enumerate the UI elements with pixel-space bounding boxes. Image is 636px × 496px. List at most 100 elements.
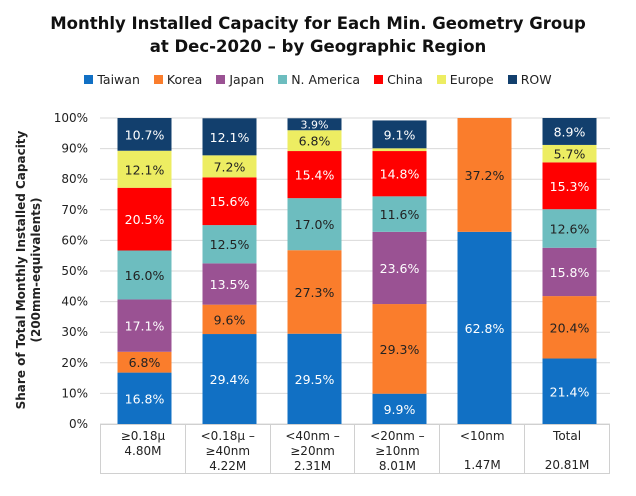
bar-segment-china — [372, 151, 427, 197]
category-label-line: Total — [553, 429, 582, 443]
bar-segment-row — [202, 118, 257, 156]
chart-title-line-2: at Dec-2020 – by Geographic Region — [149, 37, 487, 56]
category-label-line — [440, 444, 524, 458]
data-label: 29.5% — [295, 372, 335, 387]
data-label: 16.8% — [125, 391, 165, 406]
data-label: 37.2% — [465, 168, 505, 183]
chart-title-line-1: Monthly Installed Capacity for Each Min.… — [50, 14, 586, 33]
legend-swatch — [507, 75, 517, 84]
bar-segment-korea — [372, 304, 427, 394]
data-label: 6.8% — [299, 134, 331, 149]
legend-label: ROW — [520, 72, 552, 87]
category-label-line: <0.18μ – — [200, 429, 255, 443]
category-cell: <20nm – ≥10nm 8.01M — [355, 425, 441, 473]
legend-label: Japan — [229, 72, 265, 87]
legend-swatch — [153, 75, 163, 84]
bar-segment-taiwan — [542, 358, 597, 424]
y-tick-label: 60% — [61, 233, 88, 247]
data-label: 15.8% — [550, 265, 590, 280]
legend-swatch — [216, 75, 226, 84]
data-label: 10.7% — [125, 127, 165, 142]
y-tick-label: 70% — [61, 203, 88, 217]
data-label: 15.6% — [210, 194, 250, 209]
bar-segment-n-america — [202, 225, 257, 264]
bar-segment-china — [202, 177, 257, 226]
bar-segment-row — [372, 120, 427, 149]
legend-swatch — [84, 75, 94, 84]
category-cell: ≥0.18μ 4.80M — [101, 425, 186, 473]
bar-segment-europe — [202, 155, 257, 178]
data-label: 17.0% — [295, 217, 335, 232]
category-label-line: 20.81M — [544, 458, 590, 472]
data-label: 12.5% — [210, 237, 250, 252]
data-label: 27.3% — [295, 285, 335, 300]
data-label: 6.8% — [129, 355, 161, 370]
legend-label: China — [387, 72, 423, 87]
bar-segment-taiwan — [117, 372, 172, 424]
bar-segment-korea — [287, 250, 342, 334]
bar-segment-korea — [117, 351, 172, 373]
bar-segment-row — [287, 118, 342, 131]
data-label: 12.1% — [125, 162, 165, 177]
bar-segment-korea — [202, 304, 257, 335]
legend-label: Taiwan — [97, 72, 140, 87]
data-label: 23.6% — [380, 261, 420, 276]
legend-label: Korea — [166, 72, 203, 87]
category-label-line: 2.31M — [294, 459, 332, 473]
category-cell: Total 20.81M — [525, 425, 609, 473]
data-label: 7.2% — [214, 159, 246, 174]
category-label-line: <40nm – — [285, 429, 340, 443]
data-label: 12.1% — [210, 130, 250, 145]
bar-segment-taiwan — [372, 393, 427, 424]
legend-swatch — [278, 75, 288, 84]
bar-segment-taiwan — [457, 231, 512, 424]
bar-segment-n-america — [117, 250, 172, 300]
y-tick-label: 80% — [61, 172, 88, 186]
bar-segment-japan — [202, 263, 257, 305]
legend-item-japan: Japan — [216, 72, 264, 87]
data-label: 16.0% — [125, 268, 165, 283]
y-tick-label: 90% — [61, 142, 88, 156]
data-label: 5.7% — [554, 147, 586, 162]
category-label-line — [101, 459, 185, 473]
bar-segment-japan — [372, 231, 427, 305]
bar-segment-china — [542, 162, 597, 210]
y-tick-label: 10% — [61, 386, 88, 400]
legend-item-china: China — [374, 72, 423, 87]
category-label-line — [525, 444, 609, 458]
legend-item-taiwan: Taiwan — [84, 72, 140, 87]
data-label: 9.9% — [384, 402, 416, 417]
bar-segment-n-america — [287, 198, 342, 251]
bar-segment-row — [542, 118, 597, 145]
data-label: 9.6% — [214, 312, 246, 327]
bar-segment-japan — [542, 247, 597, 297]
y-tick-label: 100% — [54, 111, 88, 125]
data-label: 14.8% — [380, 167, 420, 182]
legend-item-korea: Korea — [153, 72, 203, 87]
category-cell: <40nm – ≥20nm 2.31M — [271, 425, 356, 473]
category-table: ≥0.18μ 4.80M <0.18μ – ≥40nm 4.22M <40nm – ≥20n… — [100, 424, 610, 474]
bar-segment-n-america — [542, 209, 597, 248]
bar-segment-europe — [287, 130, 342, 152]
data-label: 9.1% — [384, 127, 416, 142]
bar-segment-taiwan — [202, 334, 257, 424]
legend-swatch — [436, 75, 446, 84]
bar-segment-europe — [542, 144, 597, 163]
category-label-line: ≥10nm — [375, 444, 420, 458]
category-label-line: 4.22M — [209, 459, 247, 473]
category-label-line: <10nm — [459, 429, 505, 443]
bar-segment-n-america — [372, 196, 427, 232]
y-tick-label: 50% — [61, 264, 88, 278]
y-tick-label: 40% — [61, 295, 88, 309]
category-label-line: ≥20nm — [290, 444, 335, 458]
y-tick-label: 0% — [69, 417, 88, 431]
legend-item-row: ROW — [507, 72, 552, 87]
y-tick-label: 20% — [61, 356, 88, 370]
legend-item-n-america: N. America — [278, 72, 360, 87]
bar-segment-europe — [117, 150, 172, 188]
category-cell: <0.18μ – ≥40nm 4.22M — [186, 425, 271, 473]
legend-item-europe: Europe — [436, 72, 494, 87]
data-label: 20.5% — [125, 212, 165, 227]
bar-segment-korea — [457, 118, 512, 232]
